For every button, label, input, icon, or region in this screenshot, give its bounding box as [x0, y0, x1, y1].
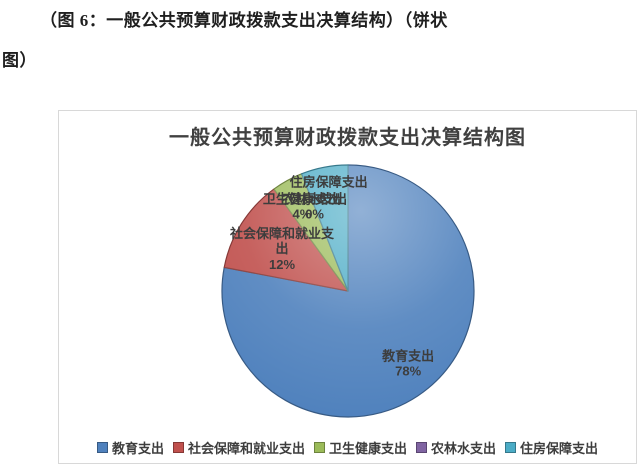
figure-caption-line1: （图 6：一般公共预算财政拨款支出决算结构）（饼状 — [40, 11, 448, 30]
figure-caption-line2: 图） — [2, 51, 37, 70]
legend-label: 卫生健康支出 — [328, 441, 407, 456]
legend-item-2: 社会保障和就业支出 — [172, 438, 305, 457]
legend-item-3: 卫生健康支出 — [313, 438, 407, 457]
pie-chart — [221, 164, 475, 418]
legend-label: 社会保障和就业支出 — [187, 441, 305, 456]
legend-swatch-icon — [505, 442, 517, 453]
embedded-chart[interactable]: 教育支出 78% 社会保障和就业支出 12% 卫生健康支出 4% 农林水支出 0% 住房保障支出… — [58, 110, 637, 464]
legend-item-5: 住房保障支出 — [505, 438, 598, 457]
legend-item-4: 农林水支出 — [416, 438, 496, 457]
legend-label: 农林水支出 — [431, 441, 497, 456]
legend-label: 教育支出 — [111, 441, 164, 456]
legend-swatch-icon — [313, 442, 325, 453]
legend-label: 住房保障支出 — [520, 441, 599, 456]
legend-item-1: 教育支出 — [96, 438, 164, 457]
chart-legend: 教育支出 社会保障和就业支出 卫生健康支出 农林水支出 住房保障支出 — [59, 438, 636, 457]
chart-title: 一般公共预算财政拨款支出决算结构图 — [169, 127, 526, 149]
legend-swatch-icon — [96, 442, 108, 453]
pie-sheen-overlay — [222, 165, 474, 417]
legend-swatch-icon — [172, 442, 184, 453]
legend-swatch-icon — [416, 442, 427, 453]
